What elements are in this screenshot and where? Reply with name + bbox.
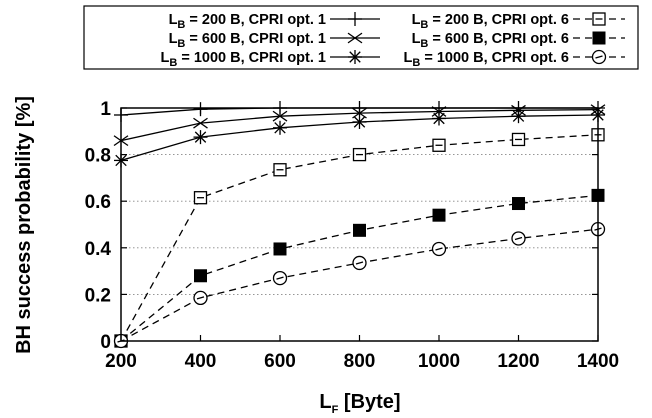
x-tick-label: 200 [105, 351, 137, 372]
x-tick-label: 800 [344, 351, 376, 372]
series-2-point [272, 110, 288, 122]
legend-entry: LB = 600 B, CPRI opt. 6 [412, 31, 625, 50]
series-3-point [193, 130, 208, 145]
series-5-point [353, 223, 366, 237]
legend-entry: LB = 600 B, CPRI opt. 1 [169, 31, 380, 50]
legend-marker [592, 12, 606, 26]
series-line-6 [120, 228, 599, 342]
legend-entry: LB = 200 B, CPRI opt. 6 [412, 12, 625, 31]
legend-marker [347, 32, 363, 44]
series-markers [113, 101, 606, 349]
x-tick-label: 600 [264, 351, 296, 372]
y-tick-label: 0.8 [85, 146, 111, 167]
legend-label: LB = 200 B, CPRI opt. 6 [412, 12, 569, 31]
legend-marker [348, 12, 362, 26]
series-6-point [352, 255, 367, 271]
series-5-point [273, 242, 287, 256]
y-tick-label: 0.6 [85, 192, 111, 213]
series-4-point [352, 147, 367, 162]
y-axis-title: BH success probability [%] [13, 96, 35, 354]
series-4-point [273, 163, 287, 177]
series-5-point [512, 197, 525, 211]
series-3-point [352, 114, 367, 129]
legend-label: LB = 600 B, CPRI opt. 6 [412, 31, 569, 50]
legend: LB = 200 B, CPRI opt. 1LB = 600 B, CPRI … [83, 5, 639, 70]
legend-label: LB = 1000 B, CPRI opt. 6 [404, 50, 570, 69]
y-tick-label: 0.2 [85, 285, 111, 306]
legend-marker [348, 50, 362, 64]
series-6-point [272, 270, 288, 286]
series-6-point [431, 241, 447, 257]
legend-marker [592, 31, 606, 45]
x-tick-label: 1400 [577, 351, 619, 372]
y-axis: 0 0.2 0.4 0.6 0.8 1 [85, 99, 598, 353]
y-tick-label: 0 [100, 332, 111, 353]
legend-label: LB = 200 B, CPRI opt. 1 [169, 12, 326, 31]
y-tick-label: 0.4 [85, 239, 112, 260]
series-5-point [432, 208, 446, 222]
x-tick-label: 1200 [497, 351, 539, 372]
legend-marker [591, 49, 607, 65]
series-4-point [511, 132, 526, 147]
series-6-point [511, 231, 526, 246]
legend-label: LB = 1000 B, CPRI opt. 1 [161, 50, 327, 69]
legend-entry: LB = 200 B, CPRI opt. 1 [169, 12, 380, 31]
legend-label: LB = 600 B, CPRI opt. 1 [169, 31, 326, 50]
x-axis: 200 400 600 800 1000 1200 1400 [105, 108, 619, 372]
legend-entry: LB = 1000 B, CPRI opt. 6 [404, 49, 625, 69]
x-axis-title: LF [Byte] [319, 391, 400, 416]
series-6-point [193, 290, 208, 306]
legend-entry: LB = 1000 B, CPRI opt. 1 [161, 50, 380, 69]
series-4-point [193, 191, 208, 205]
series-4-point [432, 138, 446, 152]
x-tick-label: 1000 [418, 351, 460, 372]
series-3-point [273, 120, 287, 135]
x-tick-label: 400 [185, 351, 217, 372]
y-tick-label: 1 [100, 99, 111, 120]
series-5-point [194, 269, 207, 283]
series-2-point [193, 117, 208, 129]
